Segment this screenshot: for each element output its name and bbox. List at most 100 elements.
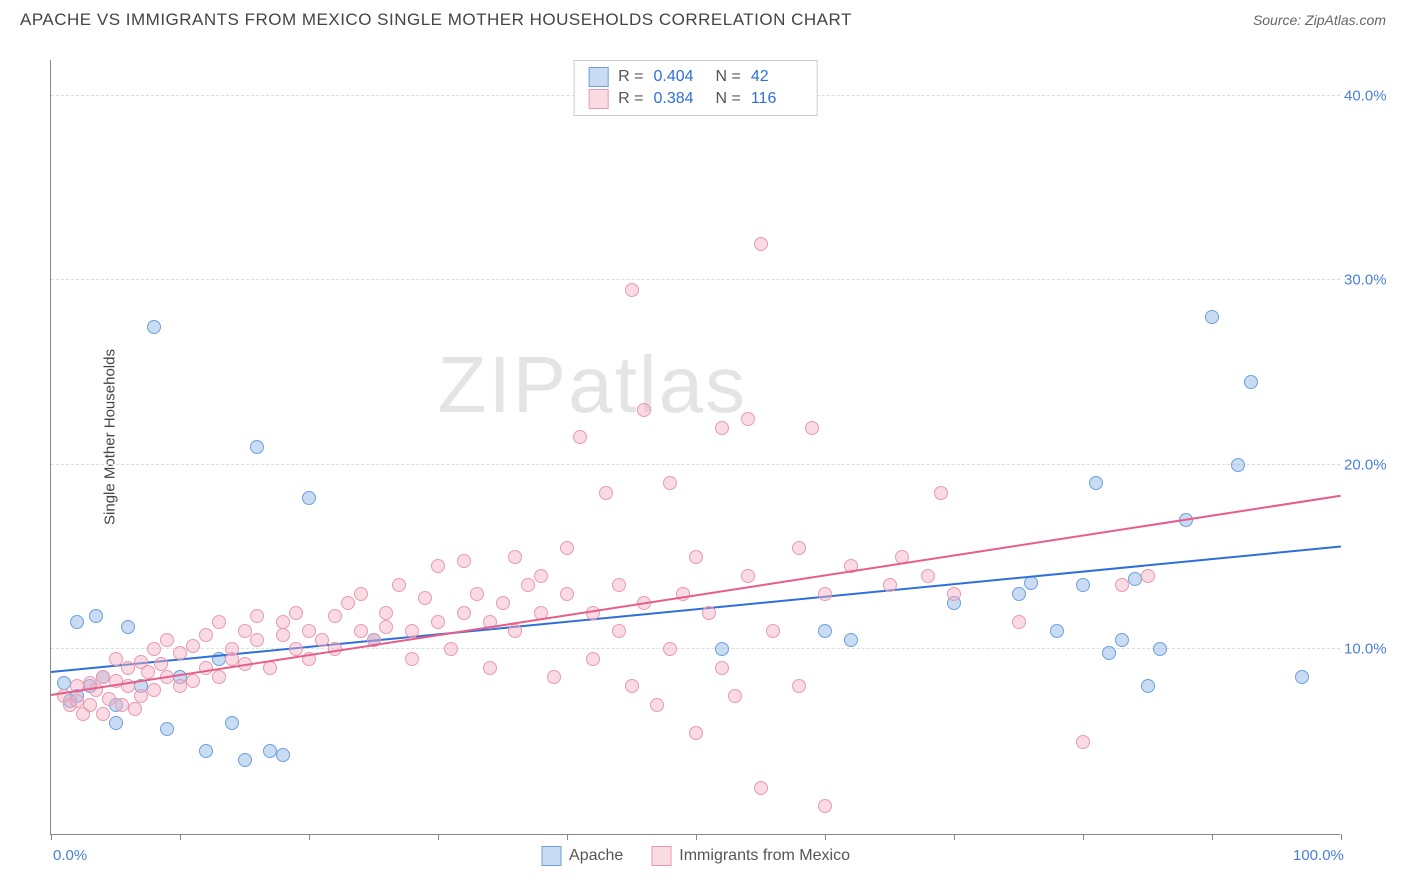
data-point	[147, 642, 161, 656]
data-point	[1076, 735, 1090, 749]
data-point	[741, 569, 755, 583]
data-point	[792, 541, 806, 555]
data-point	[289, 606, 303, 620]
data-point	[379, 606, 393, 620]
data-point	[496, 596, 510, 610]
legend-label-apache: Apache	[569, 847, 623, 865]
data-point	[663, 476, 677, 490]
source-name: ZipAtlas.com	[1305, 12, 1386, 28]
data-point	[715, 661, 729, 675]
data-point	[354, 587, 368, 601]
x-tick	[51, 834, 52, 840]
data-point	[238, 753, 252, 767]
data-point	[844, 633, 858, 647]
data-point	[302, 491, 316, 505]
swatch-mexico	[651, 846, 671, 866]
data-point	[1115, 633, 1129, 647]
data-point	[741, 412, 755, 426]
data-point	[134, 689, 148, 703]
y-tick-label: 10.0%	[1344, 641, 1390, 658]
data-point	[1012, 587, 1026, 601]
data-point	[637, 403, 651, 417]
r-value-apache: 0.404	[654, 68, 706, 86]
data-point	[276, 748, 290, 762]
data-point	[483, 661, 497, 675]
x-tick	[825, 834, 826, 840]
data-point	[121, 661, 135, 675]
x-tick	[567, 834, 568, 840]
data-point	[199, 744, 213, 758]
data-point	[250, 440, 264, 454]
data-point	[102, 692, 116, 706]
data-point	[418, 591, 432, 605]
data-point	[1205, 310, 1219, 324]
data-point	[470, 587, 484, 601]
data-point	[128, 702, 142, 716]
data-point	[444, 642, 458, 656]
y-tick-label: 40.0%	[1344, 87, 1390, 104]
data-point	[263, 661, 277, 675]
trend-line	[51, 494, 1341, 695]
correlation-legend: R = 0.404 N = 42 R = 0.384 N = 116	[573, 60, 818, 116]
data-point	[1102, 646, 1116, 660]
data-point	[689, 550, 703, 564]
data-point	[1231, 458, 1245, 472]
data-point	[109, 716, 123, 730]
data-point	[1024, 576, 1038, 590]
data-point	[121, 620, 135, 634]
data-point	[689, 726, 703, 740]
data-point	[934, 486, 948, 500]
data-point	[186, 674, 200, 688]
data-point	[160, 633, 174, 647]
data-point	[238, 624, 252, 638]
data-point	[818, 624, 832, 638]
data-point	[354, 624, 368, 638]
data-point	[89, 609, 103, 623]
n-label: N =	[716, 90, 741, 108]
scatter-chart: Single Mother Households ZIPatlas R = 0.…	[50, 42, 1380, 832]
data-point	[508, 624, 522, 638]
data-point	[212, 615, 226, 629]
legend-label-mexico: Immigrants from Mexico	[679, 847, 850, 865]
data-point	[341, 596, 355, 610]
legend-row-mexico: R = 0.384 N = 116	[588, 88, 803, 110]
data-point	[1153, 642, 1167, 656]
n-value-apache: 42	[751, 68, 803, 86]
chart-header: APACHE VS IMMIGRANTS FROM MEXICO SINGLE …	[0, 0, 1406, 36]
data-point	[212, 670, 226, 684]
data-point	[1115, 578, 1129, 592]
data-point	[1244, 375, 1258, 389]
series-legend: Apache Immigrants from Mexico	[541, 846, 850, 866]
data-point	[1050, 624, 1064, 638]
data-point	[250, 633, 264, 647]
data-point	[883, 578, 897, 592]
data-point	[186, 639, 200, 653]
data-point	[599, 486, 613, 500]
legend-item-mexico: Immigrants from Mexico	[651, 846, 850, 866]
data-point	[947, 587, 961, 601]
data-point	[70, 615, 84, 629]
data-point	[457, 554, 471, 568]
data-point	[715, 421, 729, 435]
data-point	[586, 652, 600, 666]
data-point	[225, 642, 239, 656]
data-point	[225, 716, 239, 730]
gridline-horizontal	[51, 648, 1340, 649]
data-point	[1012, 615, 1026, 629]
data-point	[560, 541, 574, 555]
data-point	[663, 642, 677, 656]
data-point	[547, 670, 561, 684]
gridline-horizontal	[51, 279, 1340, 280]
data-point	[173, 679, 187, 693]
data-point	[612, 578, 626, 592]
data-point	[521, 578, 535, 592]
legend-item-apache: Apache	[541, 846, 623, 866]
x-tick	[954, 834, 955, 840]
data-point	[1128, 572, 1142, 586]
data-point	[141, 665, 155, 679]
data-point	[147, 683, 161, 697]
data-point	[392, 578, 406, 592]
data-point	[534, 569, 548, 583]
data-point	[625, 679, 639, 693]
data-point	[457, 606, 471, 620]
